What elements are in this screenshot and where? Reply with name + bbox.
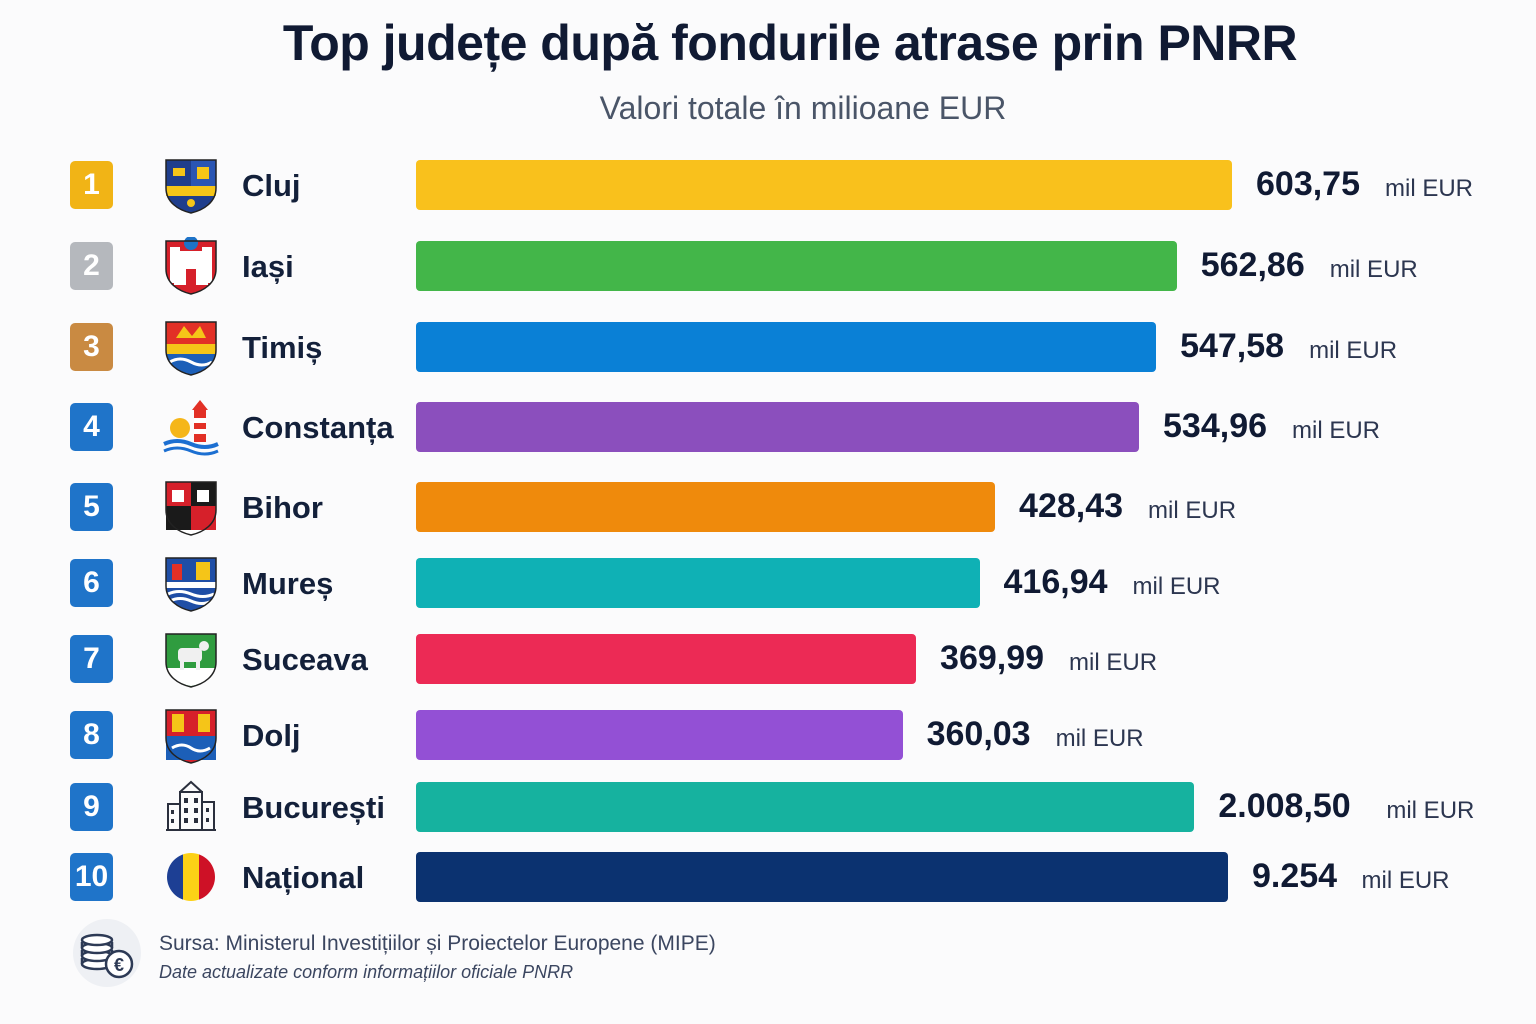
source-note: Date actualizate conform informațiilor o… <box>159 962 574 982</box>
bar-row: 1 Cluj 603,75 mil EUR <box>0 156 1536 216</box>
unit-label: mil EUR <box>1361 867 1450 894</box>
rank-badge: 1 <box>70 161 113 209</box>
value-label: 360,03 <box>926 715 1031 753</box>
rank-badge: 5 <box>70 483 113 531</box>
bihor-crest-icon <box>162 478 220 536</box>
bar <box>416 322 1157 372</box>
category-label: București <box>242 790 385 825</box>
bar <box>416 782 1195 832</box>
category-label: Timiș <box>242 330 323 365</box>
constanta-lighthouse-icon <box>162 398 220 456</box>
suceava-crest-icon <box>162 630 220 688</box>
bar <box>416 634 917 684</box>
bar-row: 2 Iași 562,86 mil EUR <box>0 236 1536 297</box>
bar <box>416 160 1232 210</box>
bar <box>416 482 996 532</box>
unit-label: mil EUR <box>1386 797 1475 824</box>
rank-badge: 10 <box>70 853 113 901</box>
bucuresti-buildings-icon <box>162 778 220 836</box>
iasi-crest-icon <box>162 236 220 295</box>
bar-row: 3 Timiș 547,58 mil EUR <box>0 318 1536 378</box>
value-label: 9.254 <box>1252 857 1338 895</box>
unit-label: mil EUR <box>1385 175 1473 202</box>
rank-badge: 9 <box>70 783 113 831</box>
bar <box>416 241 1177 291</box>
value-label: 2.008,50 <box>1218 787 1351 825</box>
rank-badge: 2 <box>70 242 113 290</box>
bar <box>416 558 980 608</box>
bar <box>416 852 1228 902</box>
coins-euro-icon: € <box>73 919 141 987</box>
unit-label: mil EUR <box>1329 256 1418 283</box>
rank-badge: 3 <box>70 323 113 371</box>
source-text: Sursa: Ministerul Investițiilor și Proie… <box>159 932 716 955</box>
value-label: 428,43 <box>1019 487 1124 525</box>
chart-subtitle: Valori totale în milioane EUR <box>599 90 1007 126</box>
category-label: Iași <box>242 249 294 284</box>
category-label: Bihor <box>242 490 323 525</box>
category-label: Dolj <box>242 718 301 753</box>
bar-row: 7 Suceava 369,99 mil EUR <box>0 630 1536 690</box>
cluj-crest-icon <box>162 156 220 214</box>
bar-row: 9 București 2.008,50 mil EUR <box>0 778 1536 838</box>
value-label: 369,99 <box>940 639 1045 677</box>
mures-crest-icon <box>162 554 220 612</box>
category-label: Constanța <box>242 410 394 445</box>
unit-label: mil EUR <box>1148 497 1237 524</box>
category-label: Cluj <box>242 168 301 203</box>
value-label: 534,96 <box>1163 407 1268 445</box>
rank-badge: 4 <box>70 403 113 451</box>
value-label: 416,94 <box>1003 563 1108 601</box>
bar-row: 8 Dolj 360,03 mil EUR <box>0 706 1536 766</box>
bar-row: 4 Constanța 534,96 mil EUR <box>0 398 1536 458</box>
unit-label: mil EUR <box>1292 417 1381 444</box>
value-label: 603,75 <box>1256 165 1360 203</box>
dolj-crest-icon <box>162 706 220 764</box>
timis-crest-icon <box>162 318 220 376</box>
bar <box>416 710 903 760</box>
svg-text:€: € <box>114 955 124 975</box>
bar-row: 6 Mureș 416,94 mil EUR <box>0 554 1536 614</box>
unit-label: mil EUR <box>1132 573 1221 600</box>
unit-label: mil EUR <box>1055 725 1144 752</box>
romania-flag-icon <box>162 848 220 906</box>
rank-badge: 6 <box>70 559 113 607</box>
unit-label: mil EUR <box>1069 649 1158 676</box>
rank-badge: 7 <box>70 635 113 683</box>
bar-row: 10 Național 9.254 mil EUR <box>0 848 1536 908</box>
unit-label: mil EUR <box>1309 337 1398 364</box>
bar-row: 5 Bihor 428,43 mil EUR <box>0 478 1536 538</box>
value-label: 562,86 <box>1200 246 1305 284</box>
chart-title: Top județe după fondurile atrase prin PN… <box>282 15 1298 71</box>
category-label: Suceava <box>242 642 368 677</box>
category-label: Mureș <box>242 566 334 601</box>
category-label: Național <box>242 860 365 895</box>
value-label: 547,58 <box>1180 327 1285 365</box>
rank-badge: 8 <box>70 711 113 759</box>
bar <box>416 402 1140 452</box>
